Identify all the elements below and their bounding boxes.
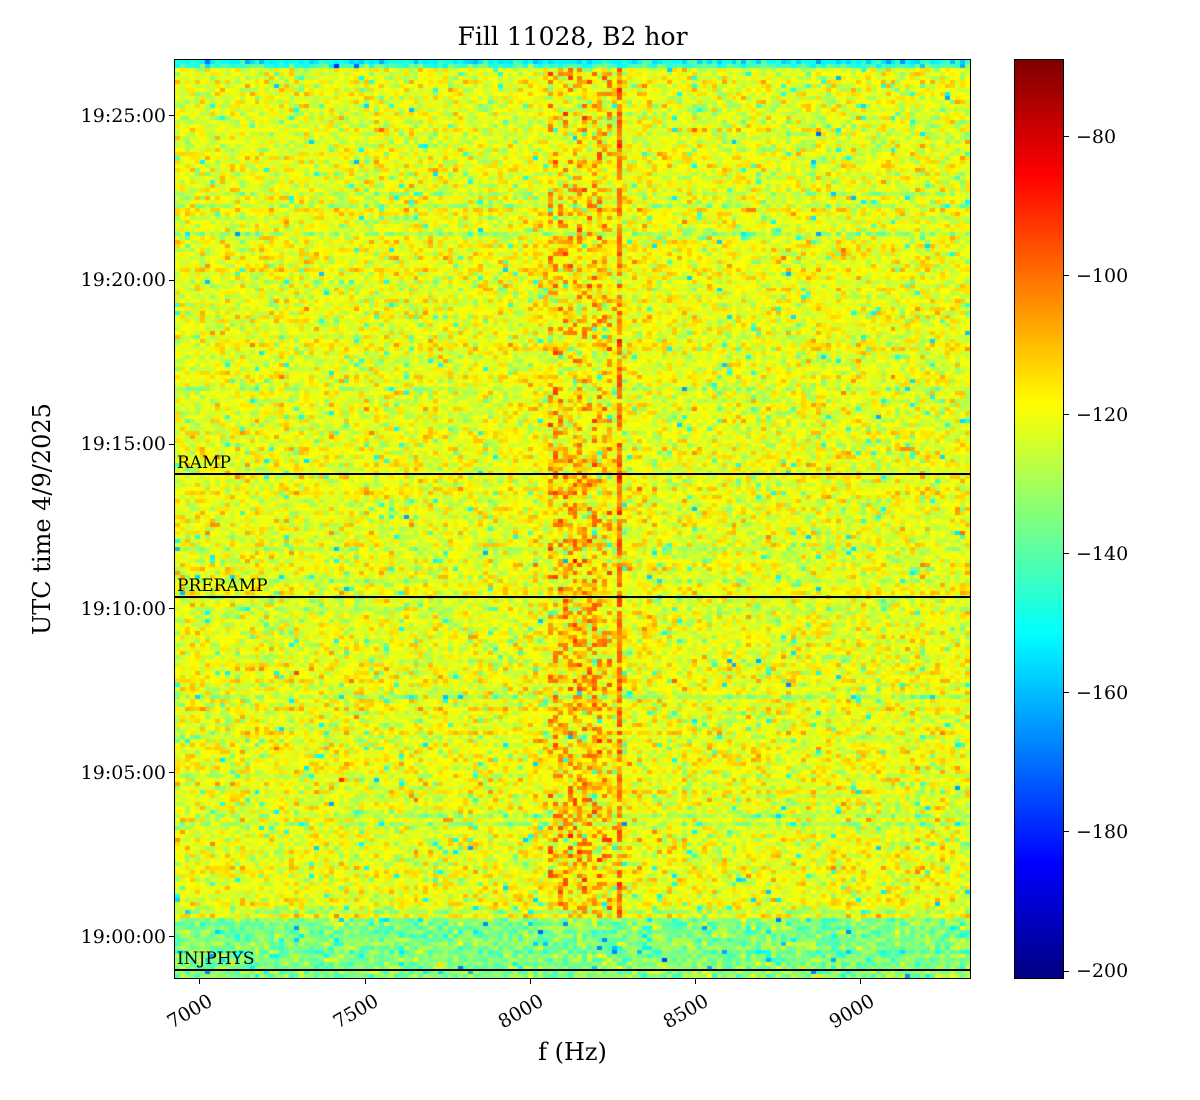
x-axis-label: f (Hz)	[538, 1038, 607, 1066]
y-tick-mark	[169, 443, 174, 445]
annotation-line-injphys	[175, 968, 970, 971]
y-tick-label: 19:15:00	[80, 433, 166, 456]
x-tick-mark	[695, 979, 697, 984]
annotation-line-ramp	[175, 472, 970, 475]
y-tick-label: 19:20:00	[80, 269, 166, 292]
colorbar-tick-mark	[1064, 970, 1069, 972]
y-tick-mark	[169, 936, 174, 938]
colorbar-tick-label: −160	[1076, 681, 1129, 704]
y-tick-mark	[169, 279, 174, 281]
annotation-label-injphys: INJPHYS	[177, 948, 255, 969]
colorbar-tick-mark	[1064, 136, 1069, 137]
x-tick-label: 8500	[659, 990, 713, 1034]
y-tick-mark	[169, 772, 174, 774]
annotation-label-ramp: RAMP	[177, 452, 231, 473]
colorbar-tick-mark	[1064, 414, 1069, 416]
colorbar-tick-mark	[1064, 553, 1069, 555]
x-tick-mark	[364, 979, 366, 984]
y-tick-label: 19:25:00	[80, 104, 166, 127]
colorbar-tick-label: −200	[1076, 960, 1129, 983]
x-tick-mark	[199, 979, 201, 984]
spectrogram-heatmap-canvas	[174, 59, 971, 979]
colorbar-canvas	[1014, 59, 1064, 979]
y-tick-mark	[169, 608, 174, 609]
y-tick-label: 19:00:00	[80, 925, 166, 948]
chart-title: Fill 11028, B2 hor	[457, 22, 688, 51]
x-tick-label: 7000	[163, 990, 217, 1034]
x-tick-label: 7500	[329, 990, 383, 1034]
x-tick-mark	[529, 979, 531, 984]
colorbar-tick-label: −80	[1076, 125, 1117, 148]
colorbar-tick-label: −180	[1076, 820, 1129, 843]
y-tick-label: 19:05:00	[80, 761, 166, 784]
colorbar-tick-label: −100	[1076, 264, 1129, 287]
x-tick-mark	[860, 979, 862, 984]
colorbar-tick-mark	[1064, 692, 1069, 694]
colorbar-tick-mark	[1064, 275, 1069, 277]
colorbar-tick-label: −140	[1076, 542, 1129, 565]
annotation-line-preramp	[175, 596, 970, 598]
y-tick-mark	[169, 115, 174, 117]
x-tick-label: 9000	[825, 990, 878, 1034]
y-tick-label: 19:10:00	[80, 597, 166, 620]
colorbar-tick-mark	[1064, 831, 1069, 833]
colorbar-tick-label: −120	[1076, 403, 1129, 426]
x-tick-label: 8000	[494, 990, 548, 1034]
annotation-label-preramp: PRERAMP	[177, 576, 268, 596]
